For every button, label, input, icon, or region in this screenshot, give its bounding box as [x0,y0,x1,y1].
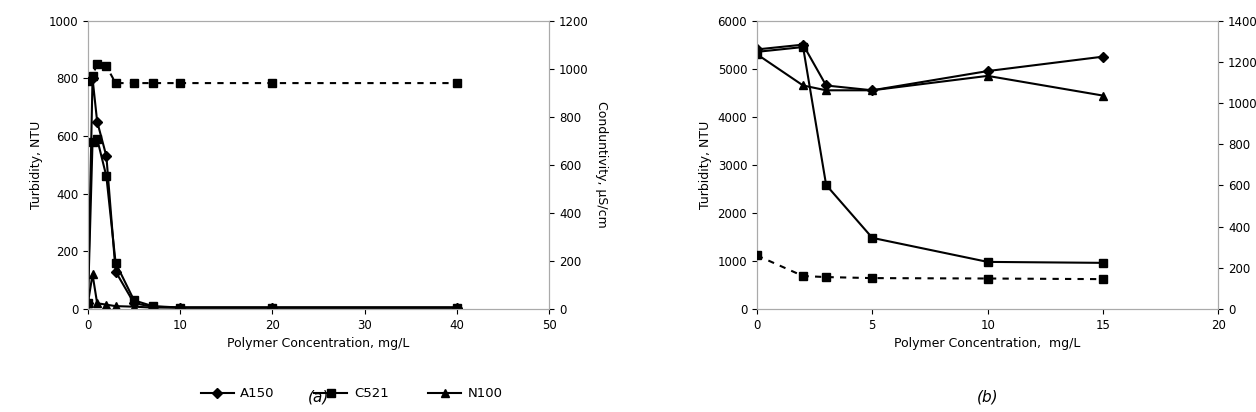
Y-axis label: Turbidity, NTU: Turbidity, NTU [30,121,43,209]
X-axis label: Polymer Concentration,  mg/L: Polymer Concentration, mg/L [894,337,1081,350]
Text: (a): (a) [308,390,329,405]
Text: (b): (b) [977,390,999,405]
Legend: A150, C521, N100: A150, C521, N100 [196,382,507,405]
Y-axis label: Turbidity, NTU: Turbidity, NTU [700,121,712,209]
X-axis label: Polymer Concentration, mg/L: Polymer Concentration, mg/L [227,337,409,350]
Y-axis label: Conduntivity, μS/cm: Conduntivity, μS/cm [595,101,608,228]
